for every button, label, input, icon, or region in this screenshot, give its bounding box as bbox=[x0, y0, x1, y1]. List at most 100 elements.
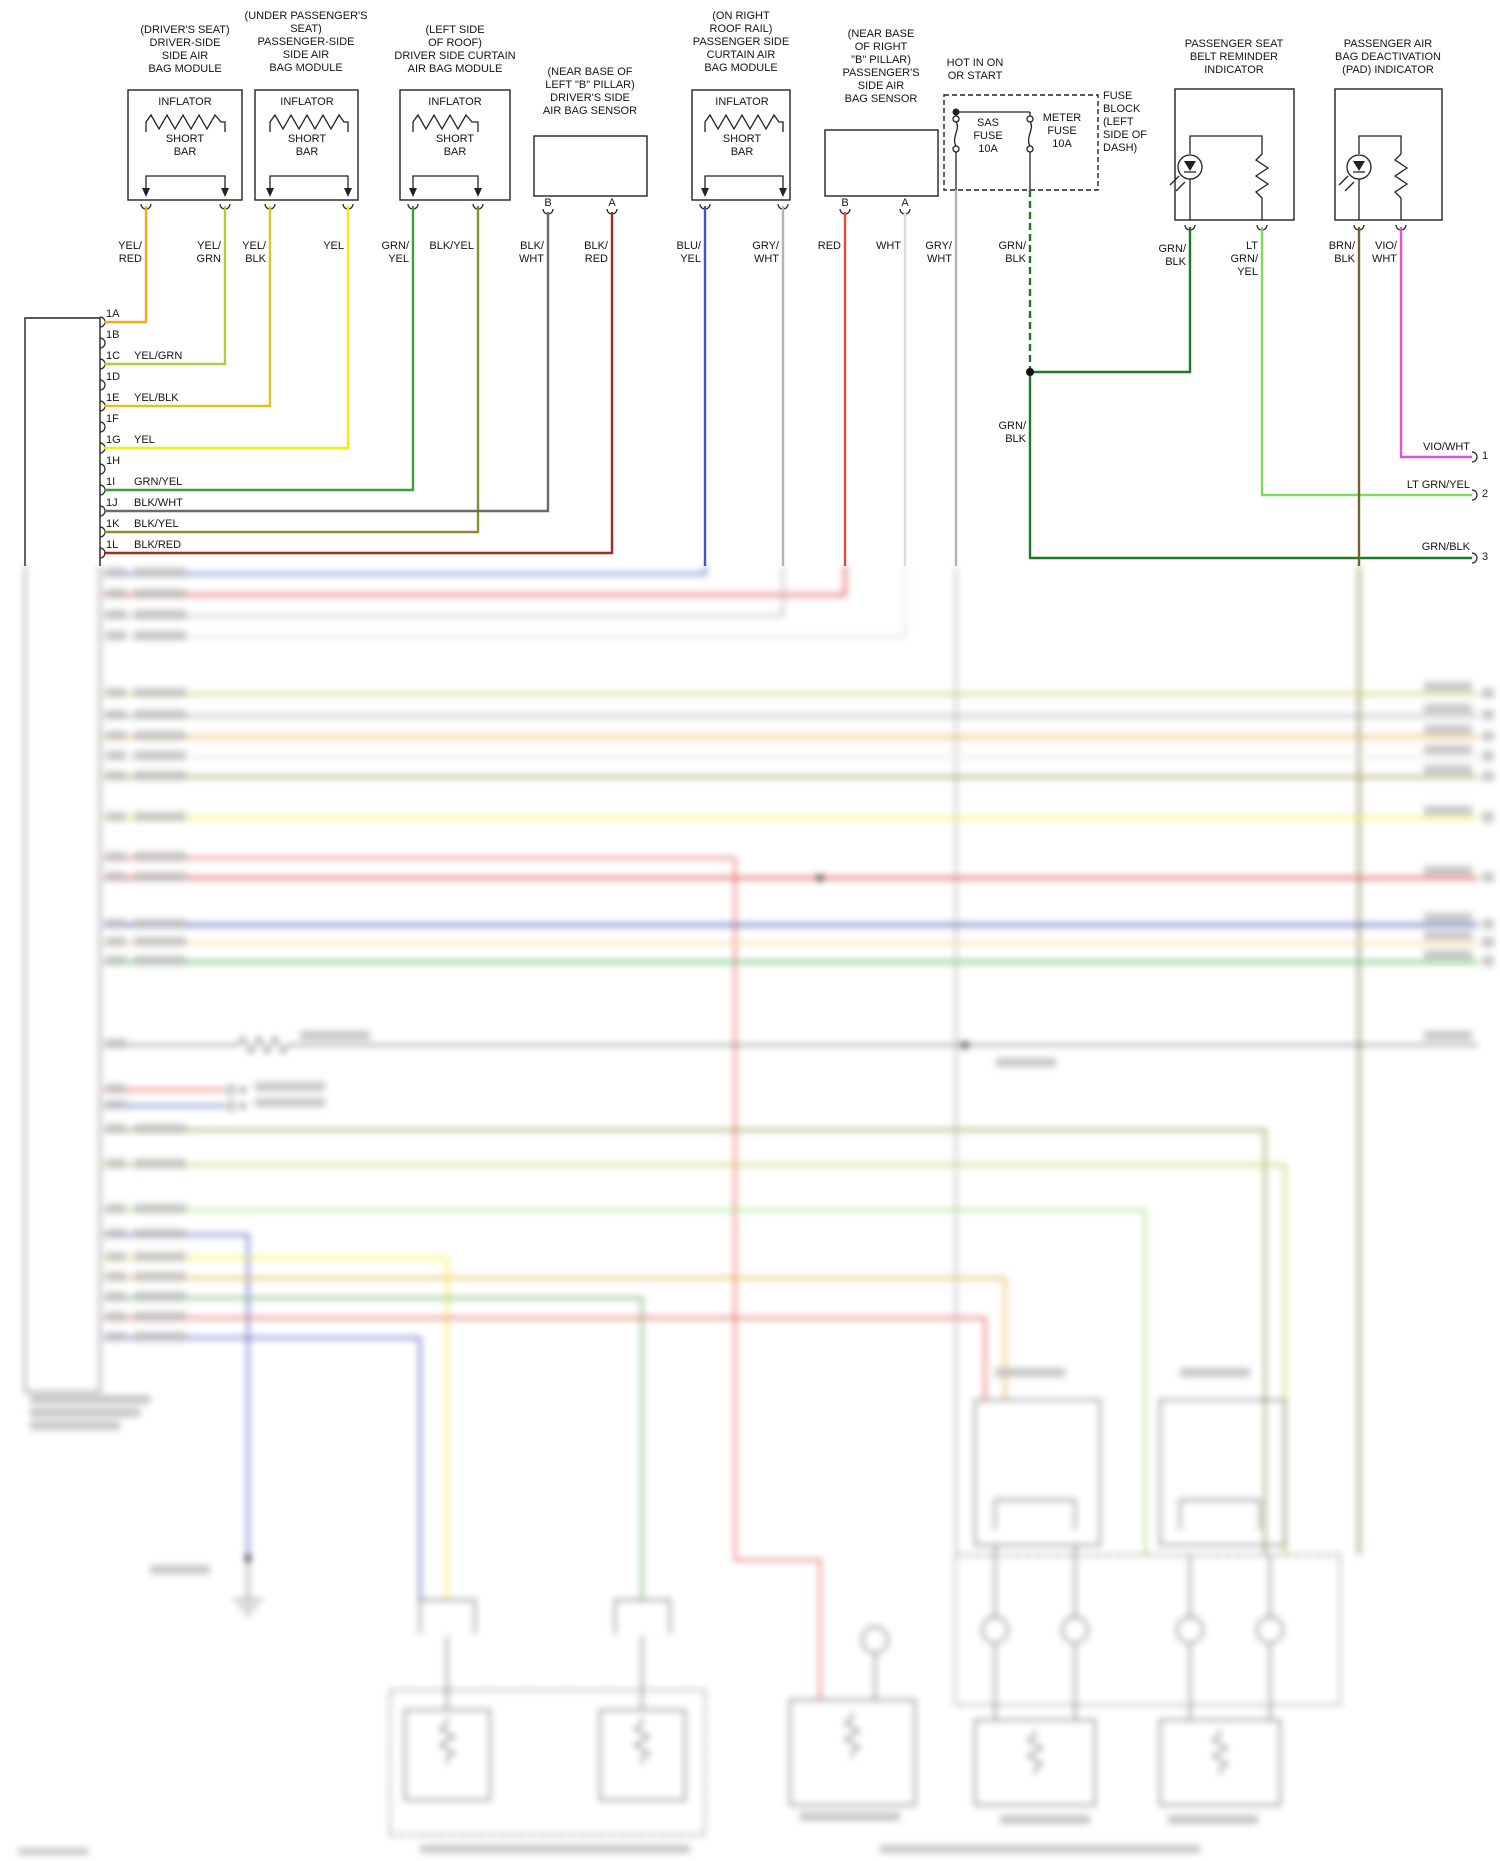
wire-label: GRY/ WHT bbox=[752, 240, 779, 265]
wire-label: GRN/ BLK bbox=[998, 420, 1027, 445]
edge-wire-label: LT GRN/YEL bbox=[1406, 479, 1470, 491]
wire-label: GRN/ YEL bbox=[381, 240, 410, 265]
wire-blk-wht bbox=[104, 212, 550, 513]
pin-id: 1I bbox=[106, 476, 116, 488]
fuse-block-label: FUSE BLOCK (LEFT SIDE OF DASH) bbox=[1103, 90, 1148, 154]
blurred-text-placeholders bbox=[18, 568, 1494, 1855]
wire-vio-wht bbox=[1399, 227, 1472, 459]
pad-indicator-header: PASSENGER AIR BAG DEACTIVATION (PAD) IND… bbox=[1335, 38, 1441, 76]
pad-indicator-symbol bbox=[1338, 135, 1409, 220]
pin-id: 1L bbox=[106, 539, 119, 551]
short-bar-label: SHORT BAR bbox=[287, 133, 327, 158]
wire-label: BRN/ BLK bbox=[1328, 240, 1355, 265]
driver-side-module-box bbox=[127, 89, 243, 201]
fuse-block-box bbox=[943, 94, 1099, 191]
pin-id: 1F bbox=[106, 413, 119, 425]
driver-side-sensor-header: (NEAR BASE OF LEFT "B" PILLAR) DRIVER'S … bbox=[542, 66, 638, 117]
wire-label: GRN/ BLK bbox=[1158, 243, 1187, 268]
pin-wire: YEL bbox=[134, 434, 155, 446]
wire-label: WHT bbox=[875, 240, 901, 252]
wire-yel-grn bbox=[104, 206, 227, 366]
wire-label: BLK/YEL bbox=[429, 240, 474, 252]
driver-side-module-header: (DRIVER'S SEAT) DRIVER-SIDE SIDE AIR BAG… bbox=[140, 24, 230, 75]
short-bar-label: SHORT BAR bbox=[722, 133, 762, 158]
edge-circuit-number: 1 bbox=[1482, 450, 1489, 462]
seat-belt-indicator-symbol bbox=[1169, 135, 1270, 220]
wire-label: YEL/ GRN bbox=[196, 240, 221, 265]
wire-label: YEL/ RED bbox=[118, 240, 142, 265]
blurred-connector bbox=[24, 566, 101, 1393]
edge-wire-label: VIO/WHT bbox=[1422, 441, 1470, 453]
terminal-a: A bbox=[608, 197, 616, 209]
short-bar-arrowheads bbox=[142, 188, 787, 197]
fuse-bus-junction-dot bbox=[952, 108, 960, 116]
pin-id: 1H bbox=[106, 455, 121, 467]
led-icon bbox=[1184, 161, 1196, 171]
wire-label: VIO/ WHT bbox=[1371, 240, 1397, 265]
passenger-side-module-header: (UNDER PASSENGER'S SEAT) PASSENGER-SIDE … bbox=[244, 10, 368, 74]
page-edge-connectors bbox=[1471, 451, 1478, 564]
edge-circuit-number: 3 bbox=[1482, 551, 1489, 563]
pin-wire: YEL/GRN bbox=[134, 350, 183, 362]
hot-in-on-label: HOT IN ON OR START bbox=[946, 57, 1004, 82]
pin-wire: BLK/WHT bbox=[134, 497, 183, 509]
blurred-wires bbox=[104, 566, 1478, 1700]
short-bar-label: SHORT BAR bbox=[435, 133, 475, 158]
pin-wire: BLK/RED bbox=[134, 539, 182, 551]
inflator-label: INFLATOR bbox=[280, 96, 334, 108]
fuse-symbols bbox=[952, 108, 1034, 190]
wire-lt-grn-yel bbox=[1260, 227, 1472, 497]
pin-id: 1K bbox=[106, 518, 120, 530]
wire-label: YEL/ BLK bbox=[242, 240, 266, 265]
grn-blk-junction-dot bbox=[1026, 368, 1034, 376]
blurred-components bbox=[104, 1035, 1478, 1836]
passenger-side-sensor-box bbox=[824, 129, 939, 197]
wire-yel bbox=[104, 206, 350, 450]
pin-id: 1J bbox=[106, 497, 118, 509]
wires bbox=[104, 190, 1472, 566]
seat-belt-indicator-header: PASSENGER SEAT BELT REMINDER INDICATOR bbox=[1184, 38, 1284, 76]
wire-label: LT GRN/ YEL bbox=[1230, 240, 1259, 278]
passenger-side-module-box bbox=[254, 89, 359, 201]
wire-grn-blk-branch bbox=[1030, 227, 1192, 374]
pin-wire: YEL/BLK bbox=[134, 392, 179, 404]
driver-side-sensor-box bbox=[533, 135, 648, 197]
passenger-curtain-module-box bbox=[691, 89, 791, 201]
wire-blk-yel bbox=[104, 206, 480, 534]
edge-circuit-number: 2 bbox=[1482, 488, 1489, 500]
inflator-label: INFLATOR bbox=[715, 96, 769, 108]
terminal-b: B bbox=[544, 197, 552, 209]
wire-label: BLK/ WHT bbox=[518, 240, 544, 265]
driver-curtain-module-header: (LEFT SIDE OF ROOF) DRIVER SIDE CURTAIN … bbox=[394, 24, 516, 75]
passenger-side-sensor-header: (NEAR BASE OF RIGHT "B" PILLAR) PASSENGE… bbox=[842, 28, 920, 105]
pin-wire: GRN/YEL bbox=[134, 476, 183, 488]
short-bar-label: SHORT BAR bbox=[165, 133, 205, 158]
wire-grn-yel bbox=[104, 206, 415, 492]
edge-wire-label: GRN/BLK bbox=[1421, 541, 1470, 553]
pin-id: 1B bbox=[106, 329, 120, 341]
wire-label: BLK/ RED bbox=[584, 240, 608, 265]
wire-yel-red bbox=[104, 206, 148, 324]
blurred-junction-dots bbox=[240, 874, 969, 1562]
short-bar-symbols bbox=[145, 175, 784, 188]
wire-blk-red bbox=[104, 212, 614, 555]
wire-label: GRY/ WHT bbox=[925, 240, 952, 265]
inflator-label: INFLATOR bbox=[428, 96, 482, 108]
wire-yel-blk bbox=[104, 206, 272, 408]
terminal-a: A bbox=[901, 197, 909, 209]
wire-label: RED bbox=[817, 240, 841, 252]
wire-label: YEL bbox=[323, 240, 344, 252]
pin-id: 1A bbox=[106, 308, 120, 320]
pad-indicator-box bbox=[1334, 88, 1443, 221]
inflator-resistor-symbols bbox=[145, 113, 784, 132]
pin-id: 1E bbox=[106, 392, 120, 404]
pin-id: 1G bbox=[106, 434, 121, 446]
terminal-b: B bbox=[841, 197, 849, 209]
meter-fuse-label: METER FUSE 10A bbox=[1042, 112, 1082, 150]
seat-belt-indicator-box bbox=[1174, 88, 1295, 221]
wire-label: BLU/ YEL bbox=[676, 240, 701, 265]
wire-grn-blk-main bbox=[1028, 372, 1472, 560]
pin-id: 1C bbox=[106, 350, 121, 362]
